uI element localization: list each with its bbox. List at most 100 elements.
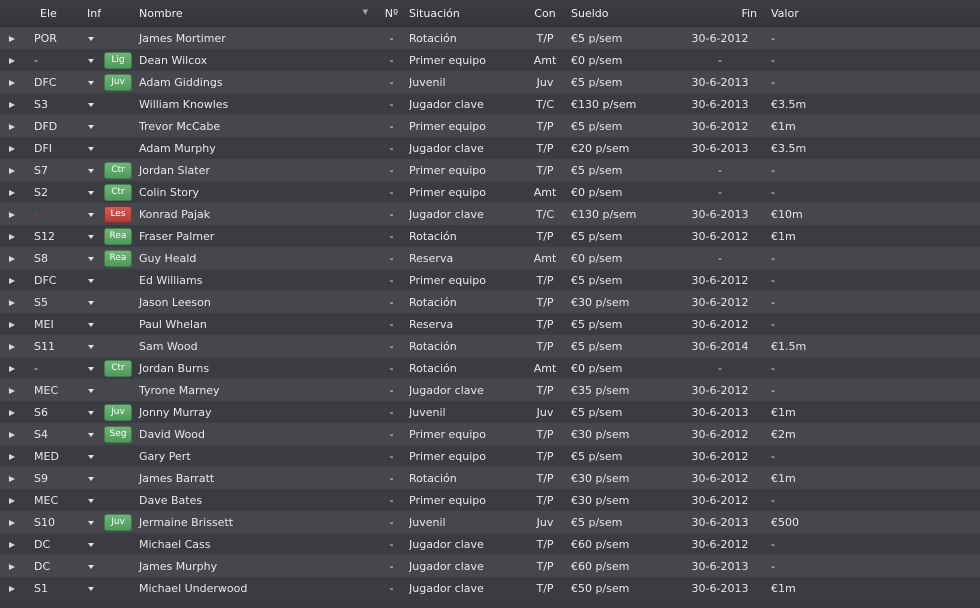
- table-row[interactable]: S7 Ctr Jordan Slater - Primer equipo T/P €5 p/…: [0, 159, 980, 181]
- row-action[interactable]: [0, 230, 26, 243]
- row-action[interactable]: [0, 318, 26, 331]
- row-action[interactable]: [0, 494, 26, 507]
- header-val[interactable]: Valor: [771, 6, 799, 20]
- table-row[interactable]: S10 Juv Jermaine Brissett - Juvenil Juv €5 p/s…: [0, 511, 980, 533]
- player-name[interactable]: Tyrone Marney: [139, 383, 220, 397]
- header-wage[interactable]: Sueldo: [571, 6, 609, 20]
- player-name[interactable]: Trevor McCabe: [139, 119, 221, 133]
- table-row[interactable]: S1 Michael Underwood - Jugador clave T/P €50 …: [0, 577, 980, 599]
- table-row[interactable]: S6 Juv Jonny Murray - Juvenil Juv €5 p/sem 30-6…: [0, 401, 980, 423]
- row-action[interactable]: [0, 120, 26, 133]
- player-name[interactable]: Jonny Murray: [139, 405, 212, 419]
- header-sit[interactable]: Situación: [409, 6, 460, 20]
- row-action[interactable]: [0, 296, 26, 309]
- row-action[interactable]: [0, 450, 26, 463]
- player-name[interactable]: Konrad Pajak: [139, 207, 211, 221]
- position-dropdown[interactable]: [78, 494, 104, 507]
- player-name[interactable]: Gary Pert: [139, 449, 191, 463]
- player-name[interactable]: Guy Heald: [139, 251, 197, 265]
- table-row[interactable]: DC Michael Cass - Jugador clave T/P €60 p/sem…: [0, 533, 980, 555]
- table-row[interactable]: MEC Dave Bates - Primer equipo T/P €30 p/sem 3…: [0, 489, 980, 511]
- position-dropdown[interactable]: [78, 318, 104, 331]
- position-dropdown[interactable]: [78, 428, 104, 441]
- row-action[interactable]: [0, 340, 26, 353]
- info-badge[interactable]: Les: [104, 205, 132, 223]
- position-dropdown[interactable]: [78, 450, 104, 463]
- row-action[interactable]: [0, 208, 26, 221]
- row-action[interactable]: [0, 186, 26, 199]
- player-name[interactable]: Jermaine Brissett: [139, 515, 234, 529]
- player-name[interactable]: Dean Wilcox: [139, 53, 208, 67]
- row-action[interactable]: [0, 406, 26, 419]
- row-action[interactable]: [0, 362, 26, 375]
- row-action[interactable]: [0, 560, 26, 573]
- row-action[interactable]: [0, 472, 26, 485]
- position-dropdown[interactable]: [78, 186, 104, 199]
- table-row[interactable]: S2 Ctr Colin Story - Primer equipo Amt €0 p/se…: [0, 181, 980, 203]
- row-action[interactable]: [0, 582, 26, 595]
- table-row[interactable]: MEI Paul Whelan - Reserva T/P €5 p/sem 30-6-20…: [0, 313, 980, 335]
- header-pos[interactable]: Ele: [40, 6, 57, 20]
- table-row[interactable]: POR James Mortimer - Rotación T/P €5 p/sem 30-…: [0, 27, 980, 49]
- position-dropdown[interactable]: [78, 76, 104, 89]
- player-name[interactable]: Jordan Slater: [139, 163, 210, 177]
- player-name[interactable]: Michael Underwood: [139, 581, 248, 595]
- row-action[interactable]: [0, 142, 26, 155]
- table-row[interactable]: MED Gary Pert - Primer equipo T/P €5 p/sem 30-…: [0, 445, 980, 467]
- info-badge[interactable]: Ctr: [104, 161, 132, 179]
- position-dropdown[interactable]: [78, 252, 104, 265]
- player-name[interactable]: James Barratt: [139, 471, 215, 485]
- table-row[interactable]: S11 Sam Wood - Rotación T/P €5 p/sem 30-6-2014…: [0, 335, 980, 357]
- row-action[interactable]: [0, 384, 26, 397]
- table-row[interactable]: DFD Trevor McCabe - Primer equipo T/P €5 p/se…: [0, 115, 980, 137]
- position-dropdown[interactable]: [78, 274, 104, 287]
- player-name[interactable]: Paul Whelan: [139, 317, 207, 331]
- row-action[interactable]: [0, 516, 26, 529]
- row-action[interactable]: [0, 274, 26, 287]
- table-row[interactable]: S8 Rea Guy Heald - Reserva Amt €0 p/sem - -: [0, 247, 980, 269]
- table-row[interactable]: DFC Ed Williams - Primer equipo T/P €5 p/sem 3…: [0, 269, 980, 291]
- header-inf[interactable]: Inf: [87, 6, 102, 20]
- row-action[interactable]: [0, 538, 26, 551]
- info-badge[interactable]: Juv: [104, 513, 132, 531]
- row-action[interactable]: [0, 54, 26, 67]
- table-row[interactable]: S5 Jason Leeson - Rotación T/P €30 p/sem 30-6-…: [0, 291, 980, 313]
- info-badge[interactable]: Rea: [104, 227, 132, 245]
- player-name[interactable]: Colin Story: [139, 185, 200, 199]
- info-badge[interactable]: Juv: [104, 403, 132, 421]
- row-action[interactable]: [0, 98, 26, 111]
- player-name[interactable]: Adam Murphy: [139, 141, 216, 155]
- info-badge[interactable]: Lig: [104, 51, 132, 69]
- player-name[interactable]: Sam Wood: [139, 339, 198, 353]
- position-dropdown[interactable]: [78, 384, 104, 397]
- table-row[interactable]: DFI Adam Murphy - Jugador clave T/P €20 p/sem…: [0, 137, 980, 159]
- player-name[interactable]: Jason Leeson: [139, 295, 211, 309]
- position-dropdown[interactable]: [78, 142, 104, 155]
- position-dropdown[interactable]: [78, 164, 104, 177]
- table-row[interactable]: - Les Konrad Pajak - Jugador clave T/C €130 p/…: [0, 203, 980, 225]
- position-dropdown[interactable]: [78, 208, 104, 221]
- header-num[interactable]: Nº: [384, 6, 399, 20]
- row-action[interactable]: [0, 428, 26, 441]
- position-dropdown[interactable]: [78, 98, 104, 111]
- position-dropdown[interactable]: [78, 362, 104, 375]
- info-badge[interactable]: Rea: [104, 249, 132, 267]
- player-name[interactable]: Jordan Burns: [139, 361, 210, 375]
- position-dropdown[interactable]: [78, 32, 104, 45]
- table-row[interactable]: S12 Rea Fraser Palmer - Rotación T/P €5 p/sem 3…: [0, 225, 980, 247]
- player-name[interactable]: Fraser Palmer: [139, 229, 215, 243]
- position-dropdown[interactable]: [78, 54, 104, 67]
- info-badge[interactable]: Ctr: [104, 359, 132, 377]
- info-badge[interactable]: Juv: [104, 73, 132, 91]
- table-row[interactable]: S3 William Knowles - Jugador clave T/C €130 p…: [0, 93, 980, 115]
- position-dropdown[interactable]: [78, 230, 104, 243]
- table-row[interactable]: - Lig Dean Wilcox - Primer equipo Amt €0 p/sem…: [0, 49, 980, 71]
- player-name[interactable]: Dave Bates: [139, 493, 203, 507]
- position-dropdown[interactable]: [78, 406, 104, 419]
- header-end[interactable]: Fin: [741, 6, 757, 20]
- position-dropdown[interactable]: [78, 538, 104, 551]
- table-row[interactable]: MEC Tyrone Marney - Jugador clave T/P €35 p/s…: [0, 379, 980, 401]
- row-action[interactable]: [0, 76, 26, 89]
- row-action[interactable]: [0, 252, 26, 265]
- position-dropdown[interactable]: [78, 582, 104, 595]
